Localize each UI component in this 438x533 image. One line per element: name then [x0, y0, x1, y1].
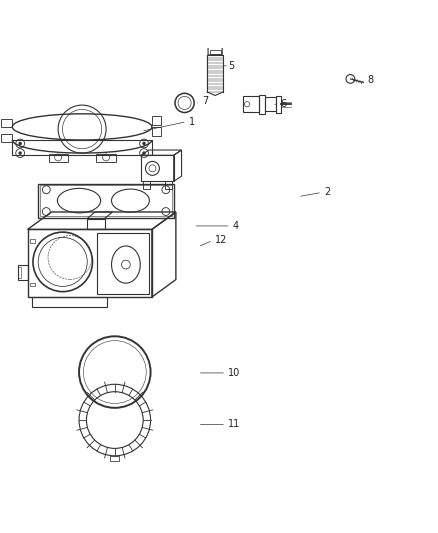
Bar	[209, 50, 220, 54]
Text: 5: 5	[228, 61, 234, 71]
Bar	[28, 229, 152, 297]
Circle shape	[142, 142, 145, 145]
Circle shape	[142, 151, 145, 155]
Circle shape	[18, 151, 22, 155]
Bar	[87, 219, 104, 229]
Bar	[258, 95, 265, 114]
Bar	[1, 119, 12, 127]
Bar	[152, 127, 161, 135]
Bar	[39, 183, 173, 217]
Text: 4: 4	[232, 221, 238, 231]
Bar	[265, 97, 276, 111]
Text: 12: 12	[215, 236, 227, 245]
Bar	[110, 456, 119, 461]
Bar	[152, 116, 161, 125]
Bar	[12, 140, 152, 155]
Text: 6: 6	[280, 99, 286, 109]
Text: 7: 7	[201, 96, 208, 106]
Bar	[142, 181, 149, 189]
Bar	[243, 96, 258, 112]
Bar	[48, 154, 67, 162]
Bar	[141, 155, 173, 181]
Text: 2: 2	[323, 187, 330, 197]
Bar	[18, 265, 28, 280]
Bar	[165, 181, 172, 189]
Bar	[32, 297, 106, 306]
Text: 1: 1	[188, 117, 194, 127]
Text: 11: 11	[228, 419, 240, 430]
Bar	[40, 185, 172, 216]
Bar	[96, 154, 116, 162]
Circle shape	[18, 142, 22, 145]
Bar	[276, 96, 280, 112]
Bar	[30, 239, 35, 243]
Bar	[18, 267, 21, 278]
Bar	[1, 134, 12, 142]
Bar	[97, 233, 149, 294]
Text: 10: 10	[228, 368, 240, 378]
Bar	[30, 282, 35, 286]
Text: 8: 8	[367, 75, 373, 85]
